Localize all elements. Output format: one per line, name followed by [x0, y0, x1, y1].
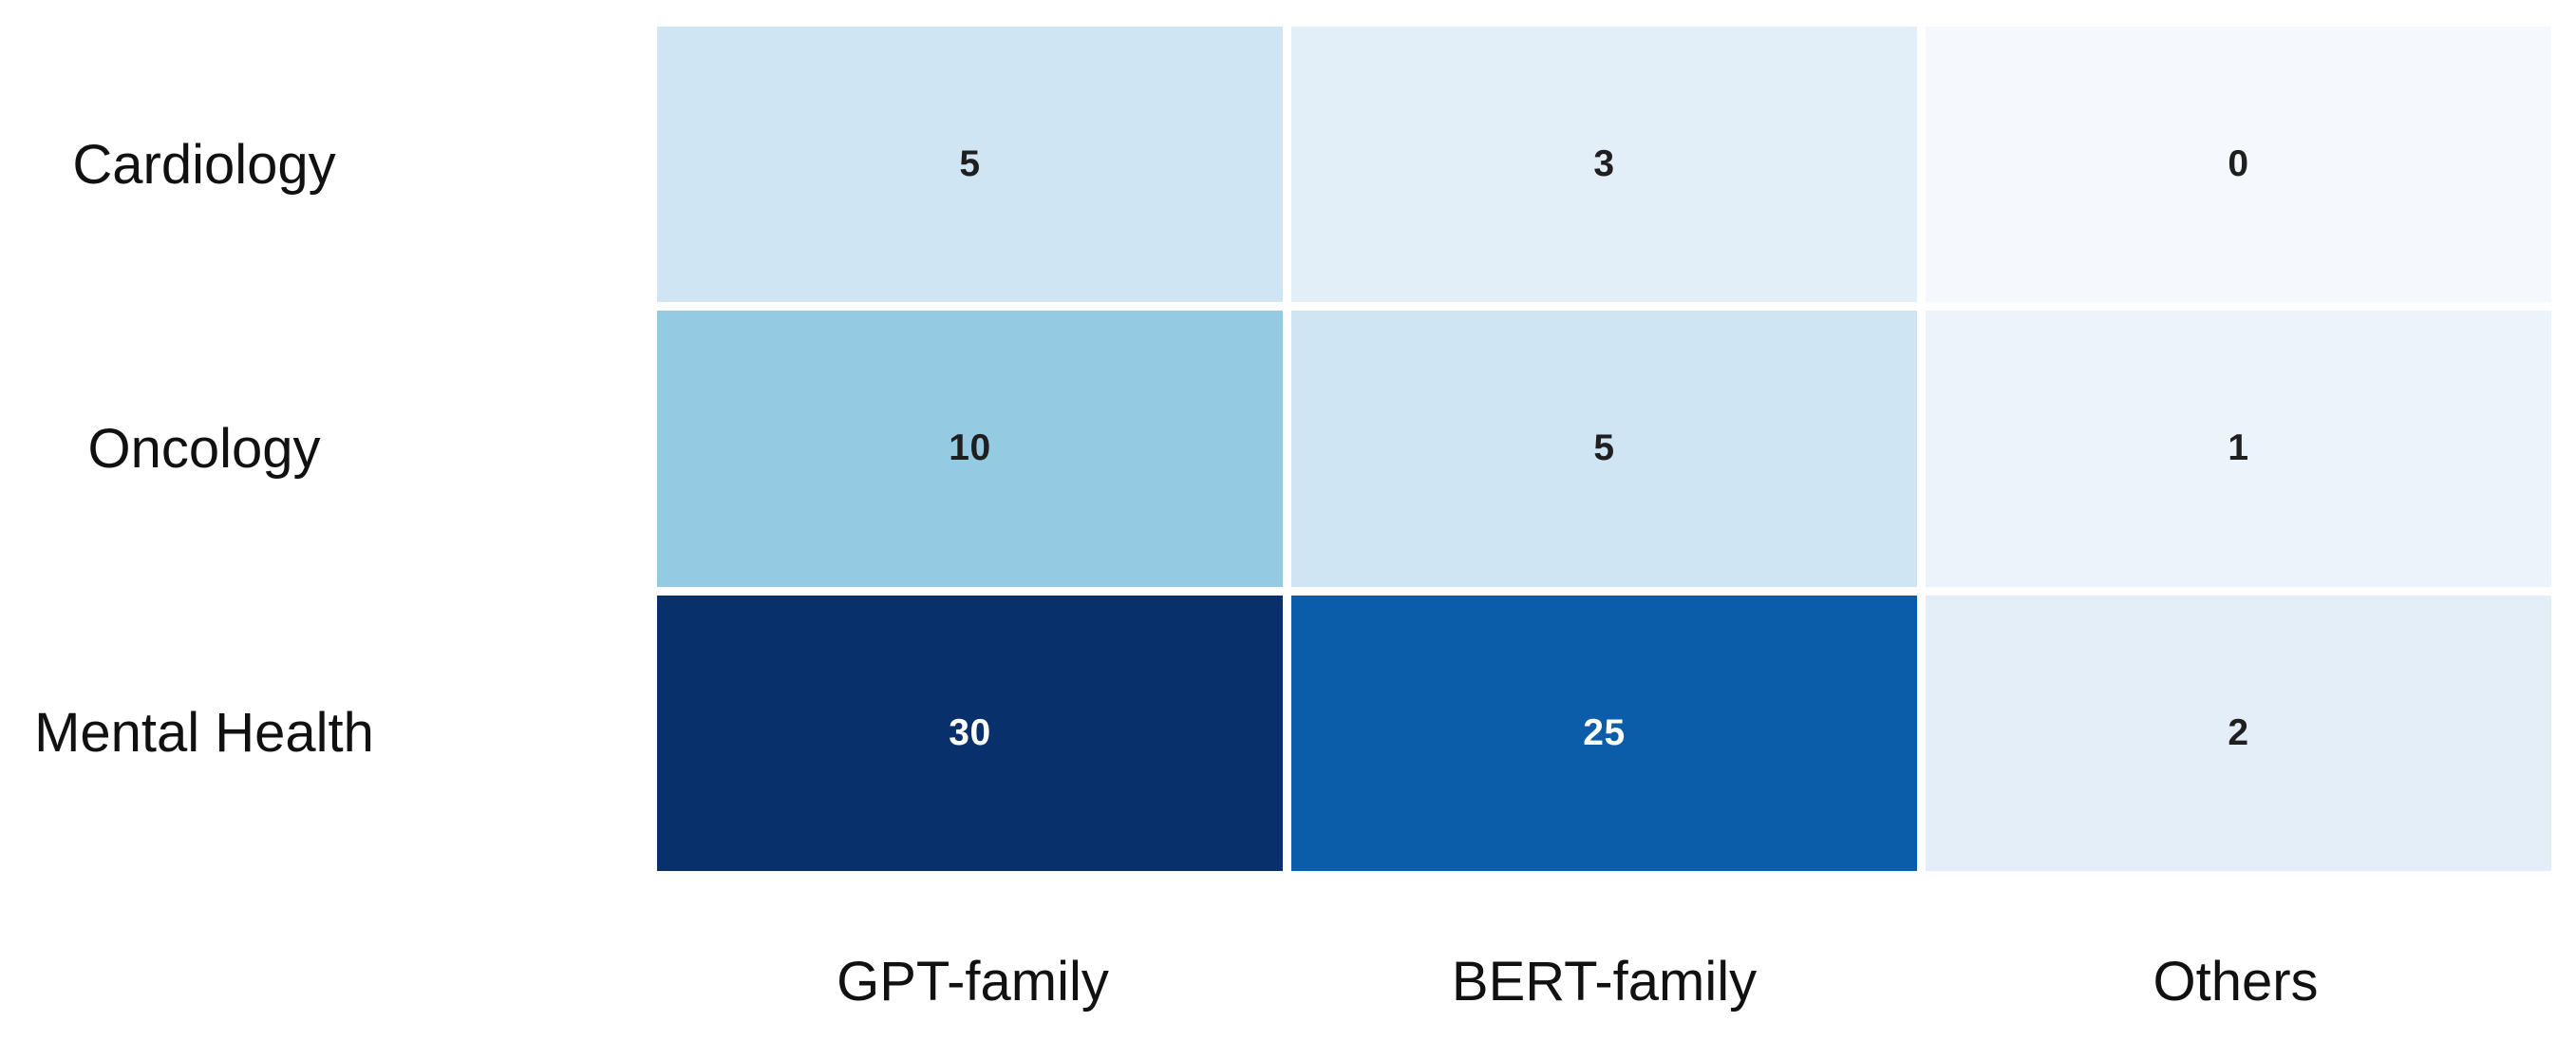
heatmap-cell-mental-others: 2	[1926, 595, 2551, 871]
heatmap-cell-cardiology-others: 0	[1926, 27, 2551, 303]
heatmap-cell-cardiology-gpt: 5	[657, 27, 1283, 303]
heatmap-cell-cardiology-bert: 3	[1291, 27, 1917, 303]
heatmap-cell-mental-bert: 25	[1291, 595, 1917, 871]
heatmap-cell-mental-gpt: 30	[657, 595, 1283, 871]
heatmap-grid: 5 3 0 10 5 1 30 25 2	[657, 27, 2551, 871]
y-label-oncology: Oncology	[87, 417, 321, 480]
x-label-others: Others	[2153, 950, 2319, 1013]
y-label-mental-health: Mental Health	[34, 702, 374, 765]
x-label-bert-family: BERT-family	[1451, 950, 1758, 1013]
heatmap-cell-oncology-bert: 5	[1291, 311, 1917, 587]
heatmap-cell-oncology-others: 1	[1926, 311, 2551, 587]
y-label-cardiology: Cardiology	[72, 133, 336, 196]
x-axis-labels: GPT-family BERT-family Others	[657, 919, 2551, 1043]
heatmap-cell-oncology-gpt: 10	[657, 311, 1283, 587]
x-label-gpt-family: GPT-family	[837, 950, 1109, 1013]
y-axis-labels: Cardiology Oncology Mental Health	[0, 27, 408, 871]
